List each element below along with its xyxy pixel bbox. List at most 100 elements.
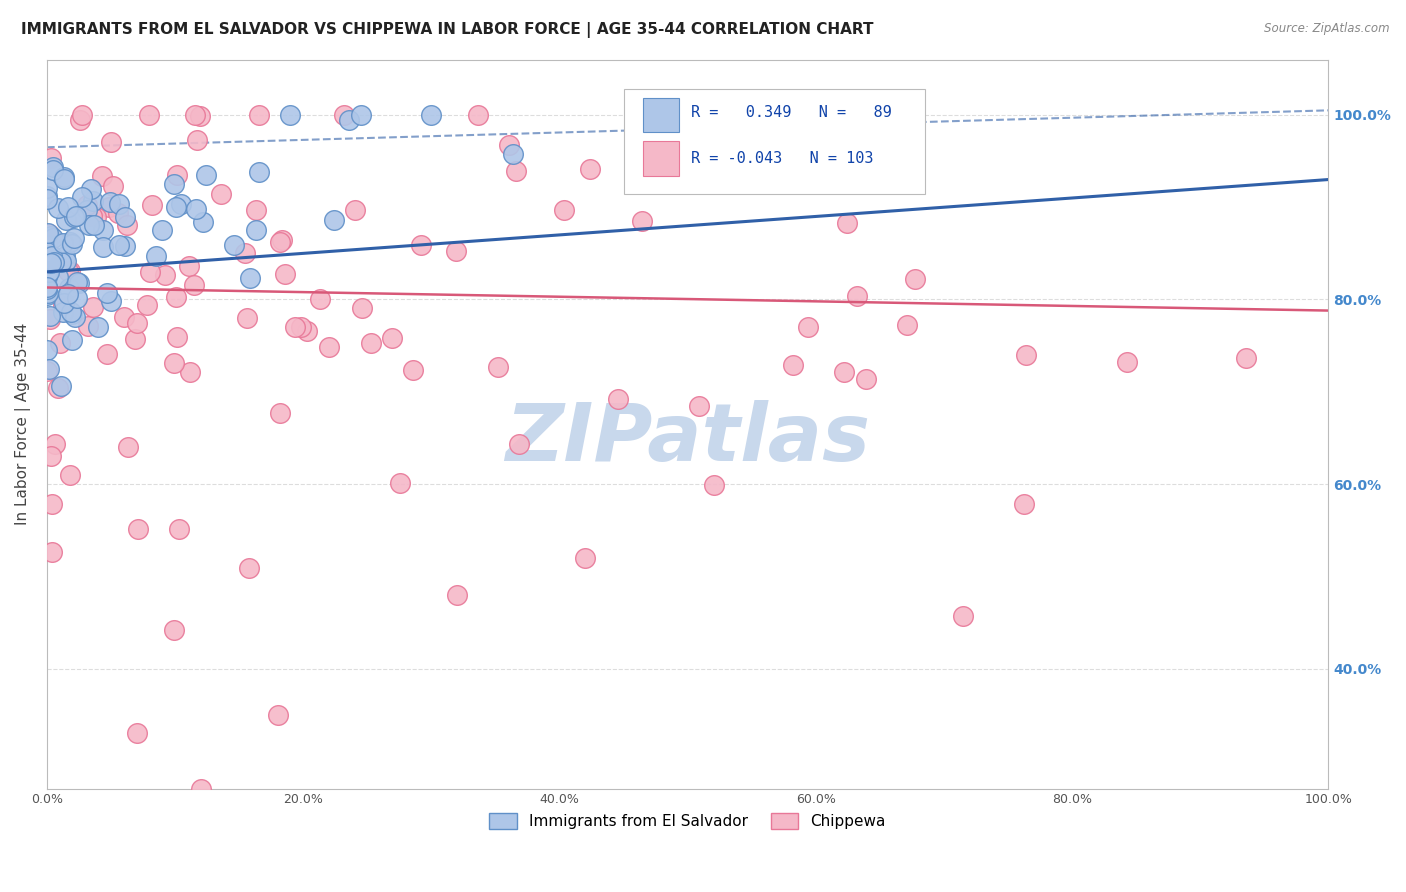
Point — [114, 210, 136, 224]
Point — [44, 437, 66, 451]
Point — [1015, 348, 1038, 362]
Point — [163, 356, 186, 370]
Point — [37, 282, 59, 296]
Point — [35, 238, 58, 252]
Point — [101, 179, 124, 194]
Point — [39, 228, 62, 243]
Point — [114, 239, 136, 253]
Point — [607, 392, 630, 406]
Point — [35, 288, 58, 302]
Point — [76, 203, 98, 218]
Point — [222, 238, 245, 252]
Point — [344, 203, 367, 218]
Point — [688, 399, 710, 413]
Point — [553, 203, 575, 218]
Point — [56, 287, 79, 301]
Point — [52, 298, 75, 312]
Point — [284, 320, 307, 334]
Point — [270, 233, 292, 247]
Point — [446, 588, 468, 602]
Point — [77, 318, 100, 333]
Point — [166, 330, 188, 344]
Point — [467, 108, 489, 122]
Point — [67, 276, 90, 290]
Point — [904, 272, 927, 286]
Point — [179, 259, 201, 273]
Point — [112, 310, 135, 324]
Point — [37, 271, 59, 285]
Point — [115, 218, 138, 232]
Text: ZIPatlas: ZIPatlas — [505, 400, 870, 477]
Point — [190, 781, 212, 796]
Point — [87, 320, 110, 334]
Point — [39, 151, 62, 165]
Point — [797, 320, 820, 334]
Point — [138, 108, 160, 122]
Point — [65, 275, 87, 289]
Point — [318, 340, 340, 354]
Point — [350, 108, 373, 122]
Text: R =   0.349   N =   89: R = 0.349 N = 89 — [692, 105, 893, 120]
Point — [167, 522, 190, 536]
Point — [444, 244, 467, 258]
Point — [59, 468, 82, 483]
Point — [274, 267, 297, 281]
Point — [337, 112, 360, 127]
Point — [209, 186, 232, 201]
Point — [165, 290, 187, 304]
Point — [233, 246, 256, 260]
Point — [574, 550, 596, 565]
Point — [41, 249, 63, 263]
Point — [245, 203, 267, 218]
Point — [41, 545, 63, 559]
Point — [82, 300, 104, 314]
Point — [38, 362, 60, 376]
Y-axis label: In Labor Force | Age 35-44: In Labor Force | Age 35-44 — [15, 323, 31, 525]
Point — [381, 331, 404, 345]
Point — [269, 406, 291, 420]
Text: R = -0.043   N = 103: R = -0.043 N = 103 — [692, 151, 875, 166]
Point — [855, 372, 877, 386]
Point — [845, 289, 868, 303]
Point — [832, 366, 855, 380]
Point — [952, 608, 974, 623]
Point — [35, 192, 58, 206]
Point — [350, 301, 373, 316]
Point — [58, 281, 80, 295]
Point — [59, 264, 82, 278]
Point — [60, 307, 83, 321]
Point — [42, 163, 65, 178]
Point — [360, 335, 382, 350]
Point — [239, 271, 262, 285]
Point — [52, 296, 75, 310]
Point — [35, 264, 58, 278]
Point — [37, 279, 59, 293]
Point — [896, 318, 918, 333]
Point — [91, 169, 114, 184]
Point — [163, 623, 186, 637]
Point — [125, 726, 148, 740]
Point — [402, 363, 425, 377]
Point — [631, 213, 654, 227]
Point — [486, 359, 509, 374]
Point — [38, 311, 60, 326]
Point — [247, 164, 270, 178]
Point — [245, 223, 267, 237]
Point — [139, 265, 162, 279]
Point — [55, 213, 77, 227]
Point — [60, 333, 83, 347]
Point — [60, 305, 83, 319]
Point — [35, 343, 58, 358]
Point — [322, 212, 344, 227]
Text: IMMIGRANTS FROM EL SALVADOR VS CHIPPEWA IN LABOR FORCE | AGE 35-44 CORRELATION C: IMMIGRANTS FROM EL SALVADOR VS CHIPPEWA … — [21, 22, 873, 38]
Point — [108, 197, 131, 211]
Point — [38, 227, 60, 241]
Point — [419, 108, 441, 122]
Point — [46, 269, 69, 284]
Point — [55, 253, 77, 268]
Point — [1116, 355, 1139, 369]
Point — [190, 109, 212, 123]
Point — [66, 291, 89, 305]
Point — [42, 255, 65, 269]
Point — [782, 359, 804, 373]
